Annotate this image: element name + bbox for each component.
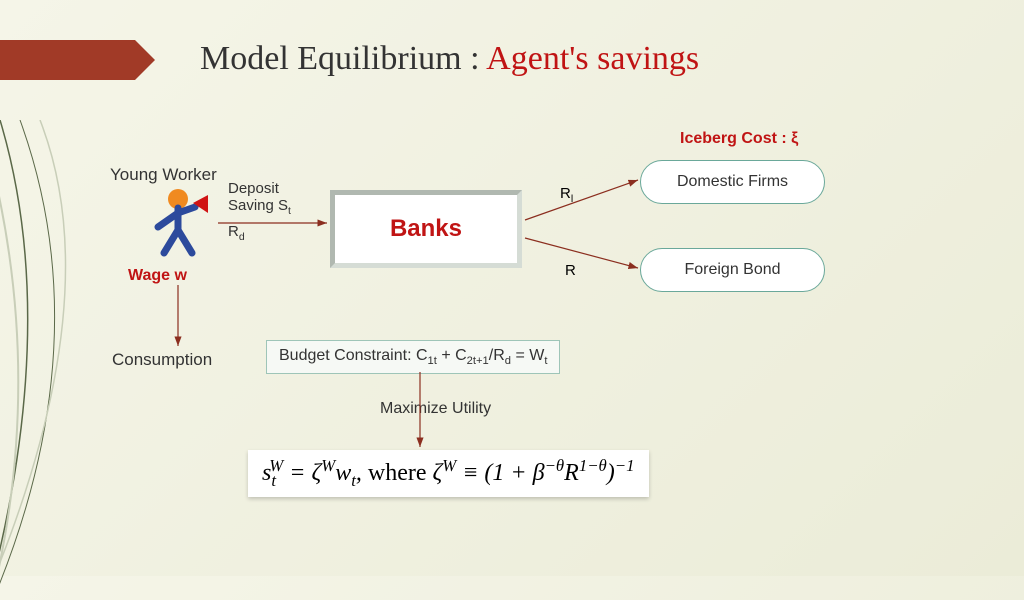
saving-sub: t [288,205,291,217]
saving-text: Saving S [228,197,288,214]
banks-node: Banks [330,190,522,268]
deposit-saving-label: Deposit Saving St [228,180,291,217]
worker-icon [140,185,215,260]
formula-box: stW = ζWwt, where ζW ≡ (1 + β−θR1−θ)−1 [248,450,649,497]
accent-banner [0,40,135,80]
consumption-label: Consumption [112,350,212,370]
title-part2: Agent's savings [486,40,699,77]
rd-label: Rd [228,223,245,243]
foreign-bond-node: Foreign Bond [640,248,825,292]
maximize-utility-label: Maximize Utility [380,400,491,418]
banks-text: Banks [390,215,462,243]
domestic-firms-node: Domestic Firms [640,160,825,204]
young-worker-label: Young Worker [110,165,217,185]
page-title: Model Equilibrium : Agent's savings [200,40,699,78]
deposit-text: Deposit [228,180,279,197]
wage-label: Wage w [128,267,187,285]
budget-constraint-box: Budget Constraint: C1t + C2t+1/Rd = Wt [266,340,560,374]
rl-label: Rl [560,185,573,205]
iceberg-cost-label: Iceberg Cost : ξ [680,130,798,148]
r-label: R [565,262,576,279]
title-part1: Model Equilibrium : [200,40,486,77]
